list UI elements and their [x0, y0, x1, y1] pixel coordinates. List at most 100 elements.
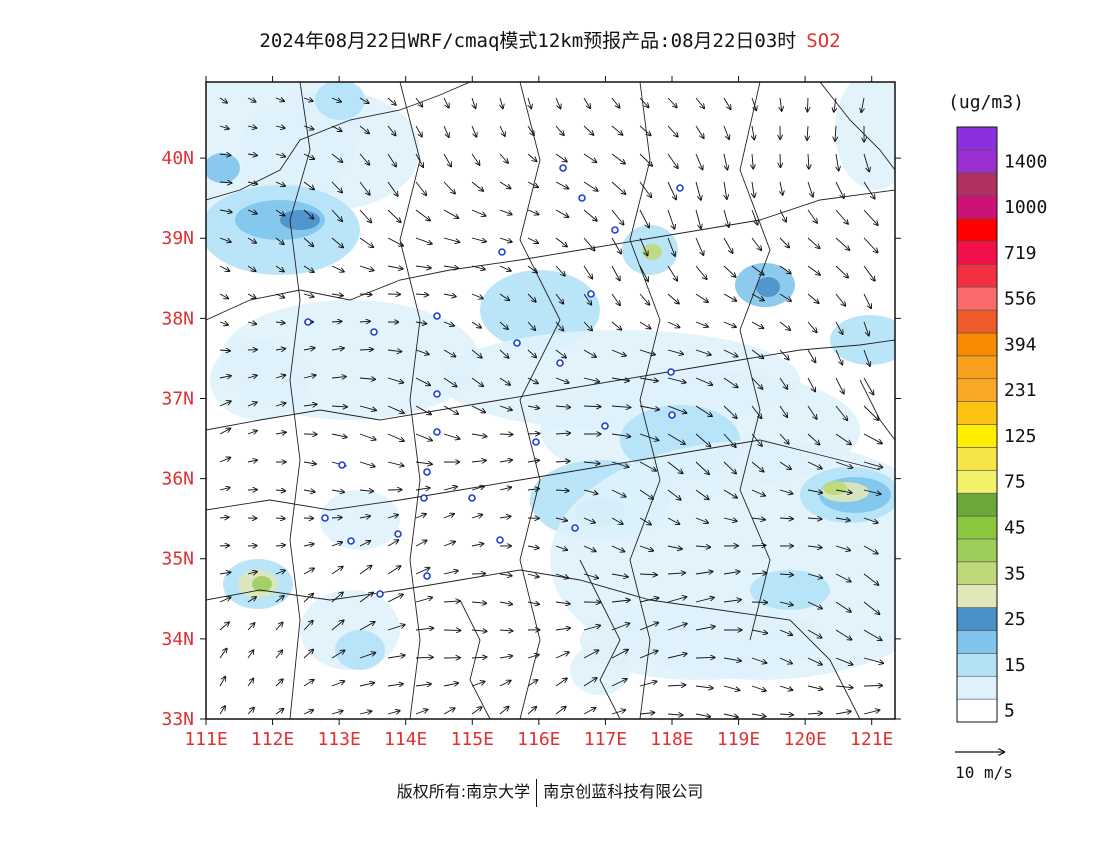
wind-arrow [611, 293, 620, 305]
wind-arrow [443, 601, 460, 602]
wind-arrow [751, 657, 767, 663]
wind-arrow [275, 622, 283, 631]
wind-arrow [247, 402, 257, 406]
concentration-field [206, 82, 895, 695]
wind-arrow [331, 181, 342, 193]
wind-arrow [499, 181, 511, 189]
colorbar-swatch [956, 469, 998, 494]
wind-arrow [751, 293, 764, 301]
wind-arrow [779, 714, 793, 715]
wind-arrow [331, 592, 343, 603]
wind-arrow [611, 434, 630, 437]
wind-arrow [247, 293, 256, 298]
wind-arrow [863, 321, 869, 336]
wind-arrow [471, 237, 486, 242]
wind-arrow [751, 433, 762, 446]
longitude-label: 115E [451, 729, 494, 750]
footer-divider [536, 778, 538, 807]
wind-arrow [751, 489, 765, 496]
wind-arrow [359, 592, 373, 603]
wind-arrow [779, 518, 793, 519]
concentration-area [210, 340, 310, 420]
wind-arrow [415, 710, 428, 715]
wind-arrow [219, 293, 228, 298]
wind-arrow [303, 710, 313, 715]
wind-arrow [555, 125, 564, 135]
city-marker [394, 530, 402, 538]
wind-arrow [247, 210, 257, 214]
wind-arrow [667, 489, 681, 500]
latitude-label: 35N [161, 549, 194, 570]
species-label: SO2 [806, 30, 841, 52]
border-line [206, 82, 471, 201]
wind-arrow [639, 349, 655, 355]
wind-arrow [583, 462, 600, 464]
wind-arrow [779, 433, 789, 444]
wind-arrow [695, 546, 710, 547]
wind-arrow [275, 126, 285, 128]
longitude-label: 117E [584, 729, 627, 750]
wind-arrow [695, 517, 708, 523]
wind-arrow [527, 209, 539, 214]
wind-arrow [667, 125, 678, 137]
wind-arrow [611, 265, 620, 280]
colorbar-label: 719 [1004, 243, 1037, 264]
wind-arrow [499, 265, 511, 271]
wind-arrow [247, 679, 253, 687]
wind-arrow [219, 350, 230, 351]
wind-arrow [863, 461, 882, 467]
wind-arrow [807, 573, 822, 578]
wind-arrow [835, 573, 851, 582]
wind-arrow [219, 154, 231, 155]
wind-arrow [247, 265, 256, 271]
wind-arrow [779, 574, 793, 575]
wind-arrow [695, 237, 703, 255]
wind-arrow [275, 322, 285, 323]
colorbar-swatch [956, 630, 998, 654]
colorbar-label: 75 [1004, 472, 1026, 493]
colorbar-swatch [956, 515, 998, 540]
city-marker [468, 494, 476, 502]
wind-arrow [528, 97, 531, 108]
wind-arrow [415, 514, 426, 519]
wind-arrow [471, 515, 482, 518]
wind-arrow [807, 97, 808, 111]
wind-arrow [695, 153, 703, 170]
wind-arrow [415, 349, 429, 354]
wind-arrow [303, 265, 314, 272]
wind-arrow [555, 573, 568, 578]
wind-arrow [863, 377, 874, 395]
colorbar-swatch [956, 172, 998, 196]
colorbar-label: 25 [1004, 609, 1026, 630]
wind-arrow [807, 377, 815, 391]
wind-arrow [555, 209, 568, 217]
colorbar-label: 556 [1004, 289, 1037, 310]
wind-arrow [639, 377, 658, 381]
wind-arrow [835, 321, 843, 334]
wind-arrow [387, 566, 400, 575]
wind-arrow [359, 209, 371, 222]
wind-arrow [443, 542, 455, 547]
wind-arrow [835, 518, 850, 520]
wind-arrow [835, 545, 850, 550]
wind-arrow [555, 265, 565, 276]
wind-arrow [807, 685, 823, 689]
wind-arrow [499, 574, 512, 576]
wind-arrow [359, 461, 375, 467]
wind-arrow [695, 181, 701, 200]
wind-arrow [527, 153, 537, 161]
wind-arrow [751, 377, 762, 389]
wind-arrow [387, 153, 396, 167]
wind-arrow [471, 153, 480, 165]
wind-arrow [499, 125, 505, 136]
wind-arrow [527, 406, 539, 408]
wind-arrow [471, 377, 483, 386]
concentration-area [823, 481, 847, 495]
wind-arrow [219, 210, 232, 212]
wind-arrow [723, 572, 740, 574]
wind-arrow [835, 433, 851, 444]
wind-arrow [807, 657, 822, 665]
border-line [459, 599, 491, 719]
wind-arrow [219, 649, 227, 659]
wind-arrow [275, 650, 282, 659]
